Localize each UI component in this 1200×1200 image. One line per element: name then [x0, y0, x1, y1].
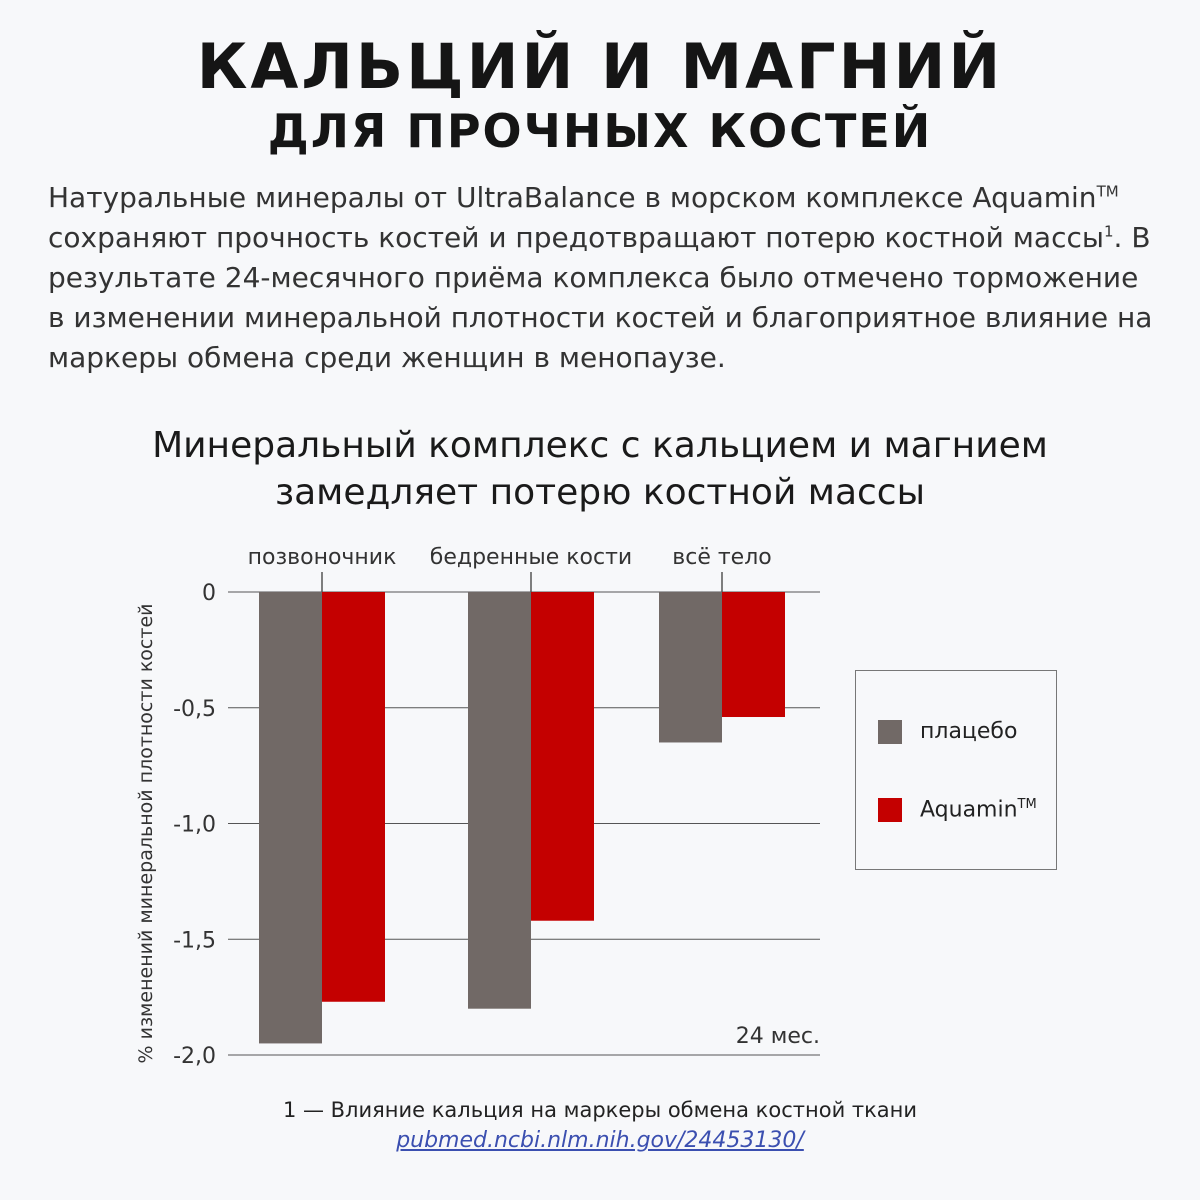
intro-paragraph: Натуральные минералы от UltraBalance в м… — [48, 178, 1156, 378]
intro-text-3: . В результате 24-месячного приёма компл… — [48, 221, 1153, 374]
bar-placebo-1 — [468, 592, 531, 1009]
chart-title-line-2: замедляет потерю костной массы — [274, 472, 926, 513]
y-tick-label: 0 — [202, 581, 216, 606]
y-tick-label: -2,0 — [173, 1044, 216, 1069]
bar-aquamin-0 — [322, 592, 385, 1002]
y-axis-label: % изменений минеральной плотности костей — [135, 604, 157, 1064]
page-subtitle: ДЛЯ ПРОЧНЫХ КОСТЕЙ — [267, 104, 933, 158]
bar-chart: 0 -0,5 -1,0 -1,5 -2,0 % изменений минеральной… — [135, 545, 820, 1069]
chart-title-line-1: Минеральный комплекс с кальцием и магние… — [152, 425, 1048, 466]
footnote-mark: 1 — [1103, 222, 1114, 241]
category-label: позвоночник — [248, 545, 397, 570]
bar-aquamin-2 — [722, 592, 785, 718]
legend-item-placebo: плацебо — [878, 719, 1017, 744]
page-title: КАЛЬЦИЙ И МАГНИЙ — [196, 30, 1004, 103]
chart-title: Минеральный комплекс с кальцием и магние… — [0, 422, 1200, 516]
source-link[interactable]: pubmed.ncbi.nlm.nih.gov/24453130/ — [396, 1128, 804, 1153]
chart-legend: плацебо AquaminTM — [855, 670, 1057, 870]
intro-text-1: Натуральные минералы от UltraBalance в м… — [48, 181, 1097, 214]
legend-label-aquamin: AquaminTM — [920, 797, 1037, 822]
legend-trademark-mark: TM — [1017, 797, 1037, 812]
y-tick-label: -0,5 — [173, 697, 216, 722]
y-tick-label: -1,0 — [173, 813, 216, 838]
category-label: всё тело — [672, 545, 771, 570]
category-label: бедренные кости — [430, 545, 632, 570]
duration-annotation: 24 мес. — [736, 1024, 820, 1049]
legend-item-aquamin: AquaminTM — [878, 797, 1037, 822]
legend-label-aquamin-text: Aquamin — [920, 797, 1018, 823]
bar-aquamin-1 — [531, 592, 594, 921]
legend-label-placebo: плацебо — [920, 719, 1018, 744]
legend-swatch-aquamin — [878, 797, 902, 822]
trademark-mark: TM — [1096, 182, 1119, 201]
footnote: 1 — Влияние кальция на маркеры обмена ко… — [282, 1098, 918, 1122]
bar-placebo-0 — [259, 592, 322, 1044]
intro-text-2: сохраняют прочность костей и предотвраща… — [48, 221, 1104, 254]
bar-placebo-2 — [659, 592, 722, 743]
y-tick-label: -1,5 — [173, 928, 216, 953]
legend-swatch-placebo — [878, 719, 902, 744]
